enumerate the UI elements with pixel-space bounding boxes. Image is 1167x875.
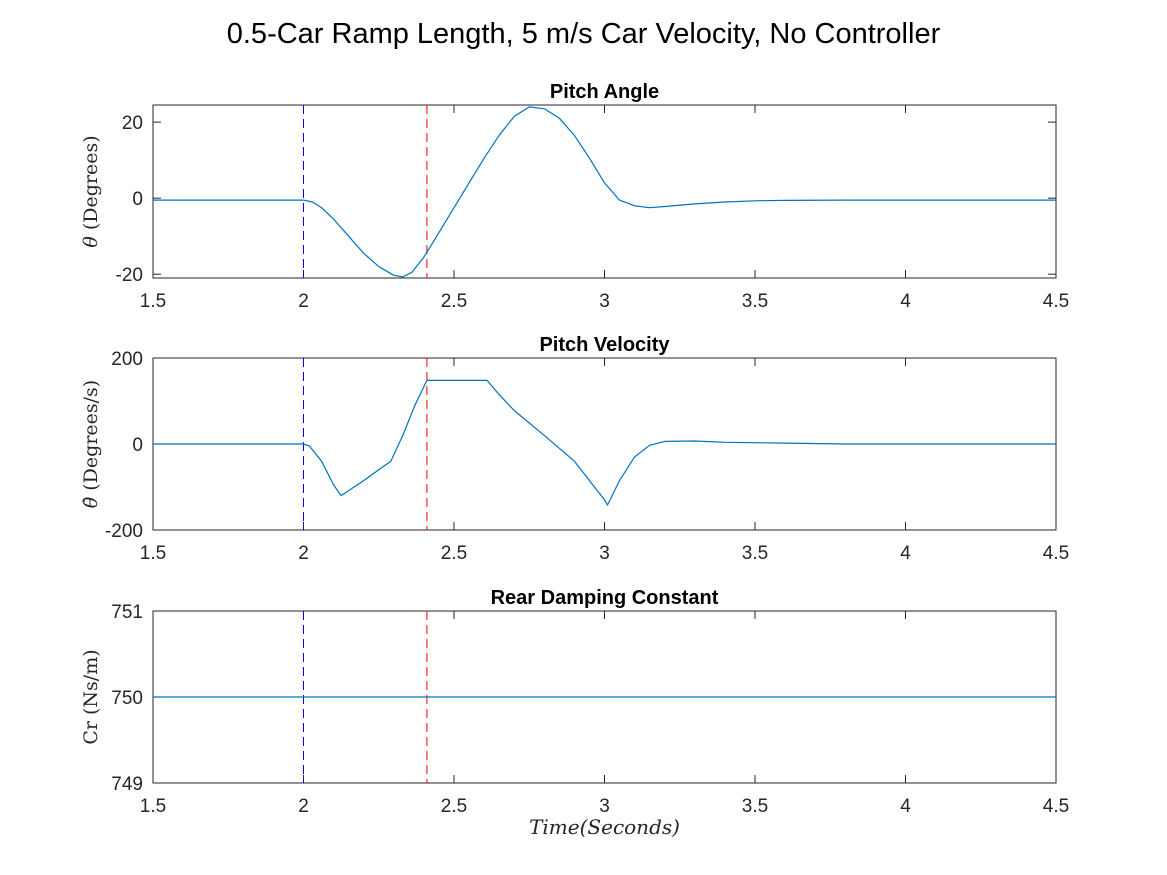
x-tick-label: 4.5 [1043, 291, 1069, 312]
y-tick-label: 0 [132, 435, 143, 456]
x-tick-label: 4 [900, 291, 911, 312]
y-tick-label: -20 [116, 265, 143, 286]
x-tick-label: 2.5 [441, 543, 467, 564]
y-tick-label: 200 [111, 349, 143, 370]
x-tick-label: 1.5 [140, 291, 166, 312]
y-tick-label: 0 [132, 189, 143, 210]
x-tick-label: 2 [298, 543, 309, 564]
x-tick-label: 4.5 [1043, 543, 1069, 564]
figure-title: 0.5-Car Ramp Length, 5 m/s Car Velocity,… [226, 18, 941, 50]
y-axis-label: Cr (Ns/m) [80, 649, 102, 744]
x-axis-label: Time(Seconds) [529, 815, 680, 839]
x-tick-label: 4 [900, 796, 911, 817]
x-tick-label: 1.5 [140, 796, 166, 817]
axes-box [152, 104, 1057, 279]
x-tick-label: 3.5 [742, 291, 768, 312]
x-tick-label: 4.5 [1043, 796, 1069, 817]
x-tick-label: 3 [599, 543, 610, 564]
series-line [153, 379, 1056, 506]
y-tick-label: -200 [105, 521, 143, 542]
x-tick-label: 1.5 [140, 543, 166, 564]
x-tick-label: 3.5 [742, 796, 768, 817]
x-tick-label: 3 [599, 796, 610, 817]
x-tick-label: 2 [298, 291, 309, 312]
y-tick-label: 750 [111, 688, 143, 709]
subplot-title: Pitch Velocity [539, 334, 670, 356]
x-tick-label: 3.5 [742, 543, 768, 564]
x-tick-label: 2 [298, 796, 309, 817]
subplot-2: 1.5 2 2.5 3 3.5 4 4.5 -200 0 200 Pitch Velocity θ̇ … [80, 334, 1069, 564]
y-axis-label: θ (Degrees) [80, 135, 102, 247]
y-tick-label: 751 [111, 602, 143, 623]
y-tick-label: 20 [122, 113, 143, 134]
y-tick-label: 749 [111, 774, 143, 795]
subplot-title: Pitch Angle [550, 81, 659, 103]
series-line [153, 106, 1056, 278]
subplot-3: 1.5 2 2.5 3 3.5 4 4.5 749 750 751 Rear Damping Con… [80, 587, 1069, 817]
subplot-title: Rear Damping Constant [491, 587, 719, 609]
x-tick-label: 2.5 [441, 291, 467, 312]
x-tick-label: 4 [900, 543, 911, 564]
x-tick-label: 2.5 [441, 796, 467, 817]
y-axis-label: θ̇ (Degrees/s) [80, 380, 102, 508]
x-tick-label: 3 [599, 291, 610, 312]
subplot-1: 1.5 2 2.5 3 3.5 4 4.5 -20 0 20 Pitch Angle θ (Degre… [80, 81, 1069, 312]
